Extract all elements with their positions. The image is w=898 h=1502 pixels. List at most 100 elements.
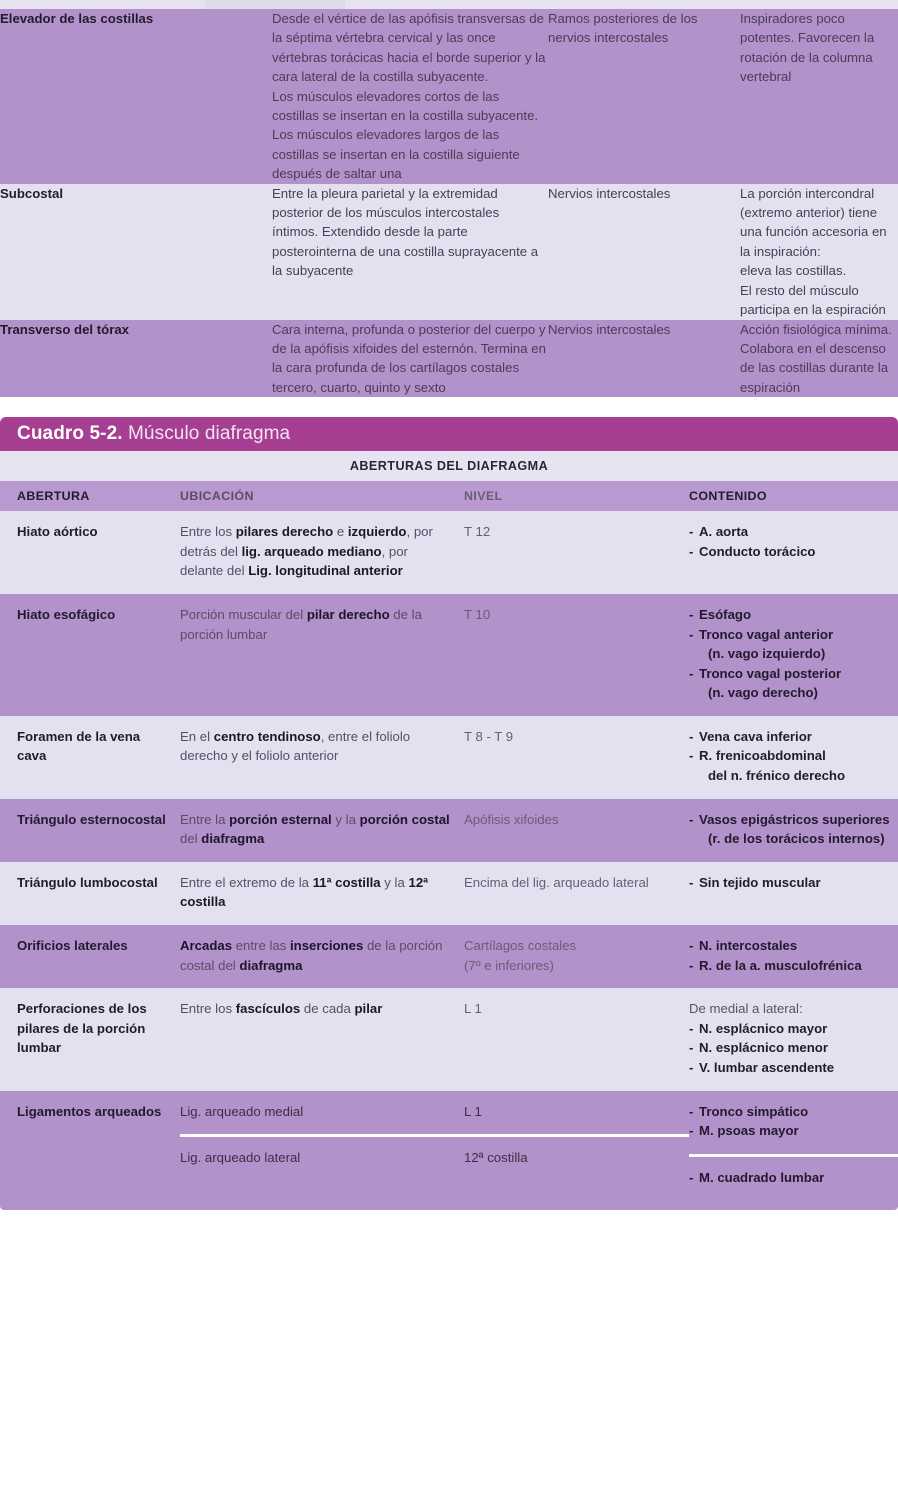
cell-ubicacion: Entre los fascículos de cada pilar [180, 1001, 383, 1017]
table2-title-bar: Cuadro 5-2. Músculo diafragma [0, 417, 898, 452]
table-muscles-thoracic-wall: Elevador de las costillas Desde el vérti… [0, 9, 898, 398]
header-ubicacion: UBICACIÓN [180, 489, 254, 504]
list-item: Vena cava inferior [689, 727, 898, 747]
contenido-lead: De medial a lateral: [689, 1001, 803, 1017]
table2-title-number: Cuadro 5-2. [17, 423, 123, 445]
cell-contenido: Vena cava inferiorR. frenicoabdominaldel… [689, 716, 898, 799]
list-item: Tronco vagal posterior(n. vago derecho) [689, 664, 898, 703]
list-item: Esófago [689, 605, 898, 625]
cell-nivel: Encima del lig. arqueado lateral [464, 874, 649, 890]
subrow-divider [464, 1134, 689, 1138]
header-contenido: CONTENIDO [689, 489, 767, 504]
cell-ubicacion-group: Lig. arqueado medial Lig. arqueado later… [180, 1091, 464, 1201]
cell-contenido: De medial a lateral: N. esplácnico mayorN… [689, 988, 898, 1090]
list-item: Sin tejido muscular [689, 873, 898, 893]
header-abertura: ABERTURA [17, 489, 90, 504]
cell-action: La porción intercondral (extremo anterio… [740, 185, 887, 318]
table-row: Triángulo esternocostal Entre la porción… [0, 798, 898, 862]
cell-contenido: Tronco simpáticoM. psoas mayor [689, 1091, 898, 1154]
cell-innervation: Nervios intercostales [548, 185, 671, 201]
list-item: N. intercostales [689, 936, 898, 956]
list-item: Vasos epigástricos superiores(r. de los … [689, 810, 898, 849]
table-row: Foramen de la vena cava En el centro ten… [0, 715, 898, 799]
table-row-ligamentos: Ligamentos arqueados Lig. arqueado media… [0, 1090, 898, 1201]
list-item: A. aorta [689, 522, 898, 542]
contenido-list: EsófagoTronco vagal anterior(n. vago izq… [689, 605, 898, 703]
table-row: Perforaciones de los pilares de la porci… [0, 988, 898, 1091]
cell-innervation: Nervios intercostales [548, 321, 671, 337]
cell-ubicacion: En el centro tendinoso, entre el foliolo… [180, 728, 411, 764]
cell-nivel: T 8 - T 9 [464, 728, 514, 744]
table-row: Orificios laterales Arcadas entre las in… [0, 925, 898, 989]
table1-top-strip [0, 0, 898, 9]
cell-nivel: T 10 [464, 606, 491, 622]
cell-abertura: Perforaciones de los pilares de la porci… [17, 1001, 147, 1056]
contenido-list: A. aortaConducto torácico [689, 522, 898, 561]
cell-nivel: 12ª costilla [464, 1150, 528, 1166]
table2-body: ABERTURA UBICACIÓN NIVEL CONTENIDO Hiato… [0, 481, 898, 1201]
cell-ubicacion: Arcadas entre las inserciones de la porc… [180, 938, 443, 973]
cell-origin-insertion: Desde el vértice de las apófisis transve… [272, 11, 546, 182]
table-row: Transverso del tórax Cara interna, profu… [0, 319, 898, 398]
cell-origin-insertion: Entre la pleura parietal y la extremidad… [272, 185, 539, 279]
cell-origin-insertion: Cara interna, profunda o posterior del c… [272, 321, 546, 395]
cell-contenido: M. cuadrado lumbar [689, 1157, 898, 1201]
table2-subheader: ABERTURAS DEL DIAFRAGMA [0, 451, 898, 482]
cell-contenido: Vasos epigástricos superiores(r. de los … [689, 799, 898, 862]
table-row: Subcostal Entre la pleura parietal y la … [0, 183, 898, 320]
table-row: Triángulo lumbocostal Entre el extremo d… [0, 861, 898, 926]
cell-ubicacion: Entre la porción esternal y la porción c… [180, 811, 450, 847]
cell-abertura: Ligamentos arqueados [17, 1103, 162, 1119]
cell-abertura: Orificios laterales [17, 938, 128, 954]
cell-nivel: T 12 [464, 524, 491, 540]
contenido-list: N. esplácnico mayorN. esplácnico menorV.… [689, 1019, 898, 1078]
list-item: Tronco vagal anterior(n. vago izquierdo) [689, 625, 898, 664]
table1-top-nub [205, 0, 345, 9]
header-nivel: NIVEL [464, 489, 503, 504]
cell-nivel: Apófisis xifoides [464, 811, 559, 827]
cell-muscle-name: Elevador de las costillas [0, 11, 154, 26]
cell-ubicacion: Entre los pilares derecho e izquierdo, p… [180, 524, 433, 579]
cell-nivel: Cartílagos costales (7º e inferiores) [464, 938, 577, 973]
cell-contenido: N. intercostalesR. de la a. musculofréni… [689, 925, 898, 988]
list-item: N. esplácnico mayor [689, 1019, 898, 1039]
table-row: Hiato aórtico Entre los pilares derecho … [0, 511, 898, 594]
contenido-list: Sin tejido muscular [689, 873, 898, 893]
cell-abertura: Triángulo lumbocostal [17, 874, 158, 890]
cell-nivel-group: L 1 12ª costilla [464, 1091, 689, 1201]
table2-title-text: Músculo diafragma [122, 423, 291, 445]
contenido-list: Vasos epigástricos superiores(r. de los … [689, 810, 898, 849]
cell-ubicacion: Lig. arqueado lateral [180, 1150, 301, 1166]
subrow-divider [180, 1134, 464, 1138]
contenido-list: M. cuadrado lumbar [689, 1168, 898, 1188]
cell-ubicacion: Lig. arqueado medial [180, 1103, 304, 1119]
cell-action: Acción fisiológica mínima. Colabora en e… [740, 321, 892, 395]
table2-header-row: ABERTURA UBICACIÓN NIVEL CONTENIDO [0, 481, 898, 512]
list-item: M. cuadrado lumbar [689, 1168, 898, 1188]
cell-muscle-name: Transverso del tórax [0, 321, 130, 337]
list-item: R. de la a. musculofrénica [689, 956, 898, 976]
table-row: Hiato esofágico Porción muscular del pil… [0, 593, 898, 716]
table-gap-spacer [0, 397, 898, 418]
cell-abertura: Hiato aórtico [17, 524, 98, 540]
table-row: Elevador de las costillas Desde el vérti… [0, 9, 898, 184]
list-item: Tronco simpático [689, 1102, 898, 1122]
list-item: M. psoas mayor [689, 1121, 898, 1141]
table1-body: Elevador de las costillas Desde el vérti… [0, 9, 898, 398]
table2-bottom-edge [0, 1200, 898, 1211]
table-diaphragm-openings: ABERTURA UBICACIÓN NIVEL CONTENIDO Hiato… [0, 481, 898, 1201]
cell-contenido: A. aortaConducto torácico [689, 511, 898, 594]
list-item: V. lumbar ascendente [689, 1058, 898, 1078]
cell-contenido: Sin tejido muscular [689, 862, 898, 925]
contenido-list: Tronco simpáticoM. psoas mayor [689, 1102, 898, 1141]
cell-ubicacion: Porción muscular del pilar derecho de la… [180, 606, 422, 642]
table2-wrapper: Cuadro 5-2. Músculo diafragma ABERTURAS … [0, 417, 898, 1211]
cell-nivel: L 1 [464, 1001, 482, 1017]
cell-ubicacion: Entre el extremo de la 11ª costilla y la… [180, 874, 429, 910]
cell-contenido: EsófagoTronco vagal anterior(n. vago izq… [689, 594, 898, 716]
list-item: Conducto torácico [689, 542, 898, 562]
cell-abertura: Hiato esofágico [17, 606, 116, 622]
contenido-list: N. intercostalesR. de la a. musculofréni… [689, 936, 898, 975]
cell-contenido-group: Tronco simpáticoM. psoas mayor M. cuadra… [689, 1091, 898, 1201]
